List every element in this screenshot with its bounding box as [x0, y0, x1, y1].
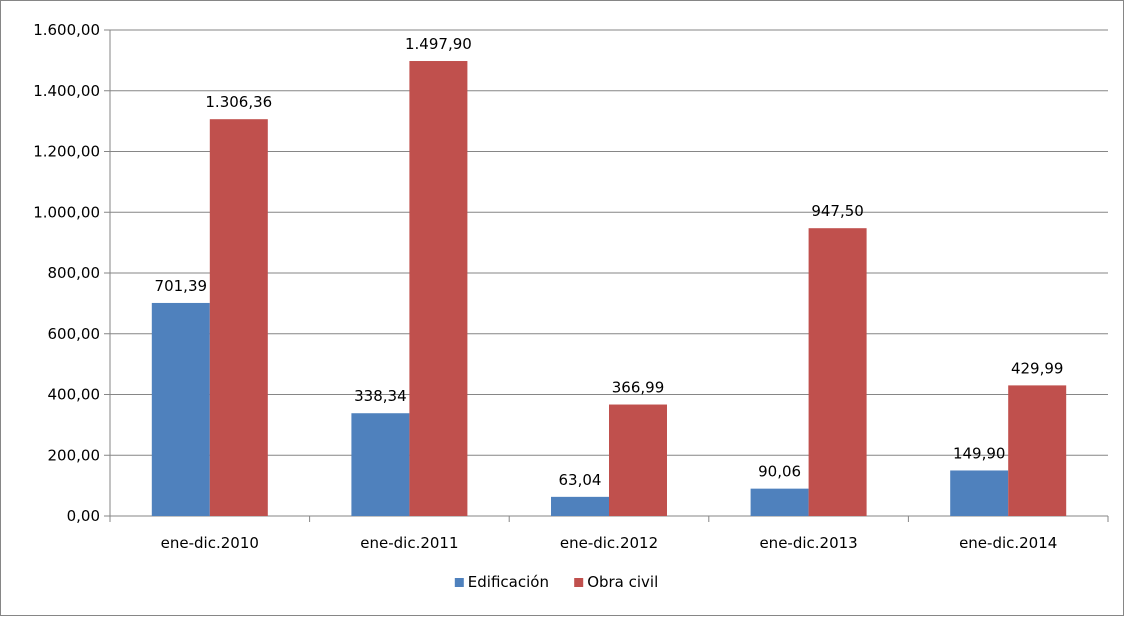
bar-edificacion[interactable]	[551, 496, 609, 516]
data-label: 366,99	[612, 379, 665, 397]
y-tick-label: 200,00	[48, 446, 101, 464]
y-tick-label: 1.600,00	[33, 21, 100, 39]
bar-obra-civil[interactable]	[409, 61, 468, 516]
bar-edificacion[interactable]	[151, 302, 210, 516]
legend-swatch	[454, 578, 464, 587]
x-tick-label: ene-dic.2012	[560, 534, 658, 552]
bar-obra-civil[interactable]	[209, 119, 268, 517]
data-label: 149,90	[953, 444, 1006, 462]
y-tick-label: 600,00	[48, 325, 101, 343]
y-tick-label: 1.000,00	[33, 203, 100, 221]
bar-edificacion[interactable]	[950, 470, 1009, 516]
y-tick-label: 800,00	[48, 264, 101, 282]
y-tick-label: 1.200,00	[33, 143, 100, 161]
data-label: 701,39	[155, 277, 208, 295]
data-label: 947,50	[811, 202, 864, 220]
legend-swatch	[574, 578, 584, 587]
bar-edificacion[interactable]	[351, 413, 410, 516]
y-tick-label: 1.400,00	[33, 82, 100, 100]
legend-label: Obra civil	[587, 573, 658, 591]
legend-label: Edificación	[468, 573, 549, 591]
bar-obra-civil[interactable]	[808, 228, 867, 516]
data-label: 1.306,36	[205, 93, 272, 111]
bar-obra-civil[interactable]	[609, 404, 667, 516]
y-tick-label: 0,00	[67, 507, 100, 525]
data-label: 429,99	[1011, 359, 1064, 377]
bar-obra-civil[interactable]	[1008, 385, 1067, 516]
data-label: 1.497,90	[405, 35, 472, 53]
x-tick-label: ene-dic.2013	[759, 534, 857, 552]
x-tick-label: ene-dic.2014	[959, 534, 1057, 552]
bar-edificacion[interactable]	[750, 488, 809, 516]
data-label: 63,04	[559, 471, 602, 489]
y-tick-label: 400,00	[48, 386, 101, 404]
data-label: 338,34	[354, 387, 407, 405]
x-tick-label: ene-dic.2011	[360, 534, 458, 552]
x-tick-label: ene-dic.2010	[161, 534, 259, 552]
data-label: 90,06	[758, 463, 801, 481]
